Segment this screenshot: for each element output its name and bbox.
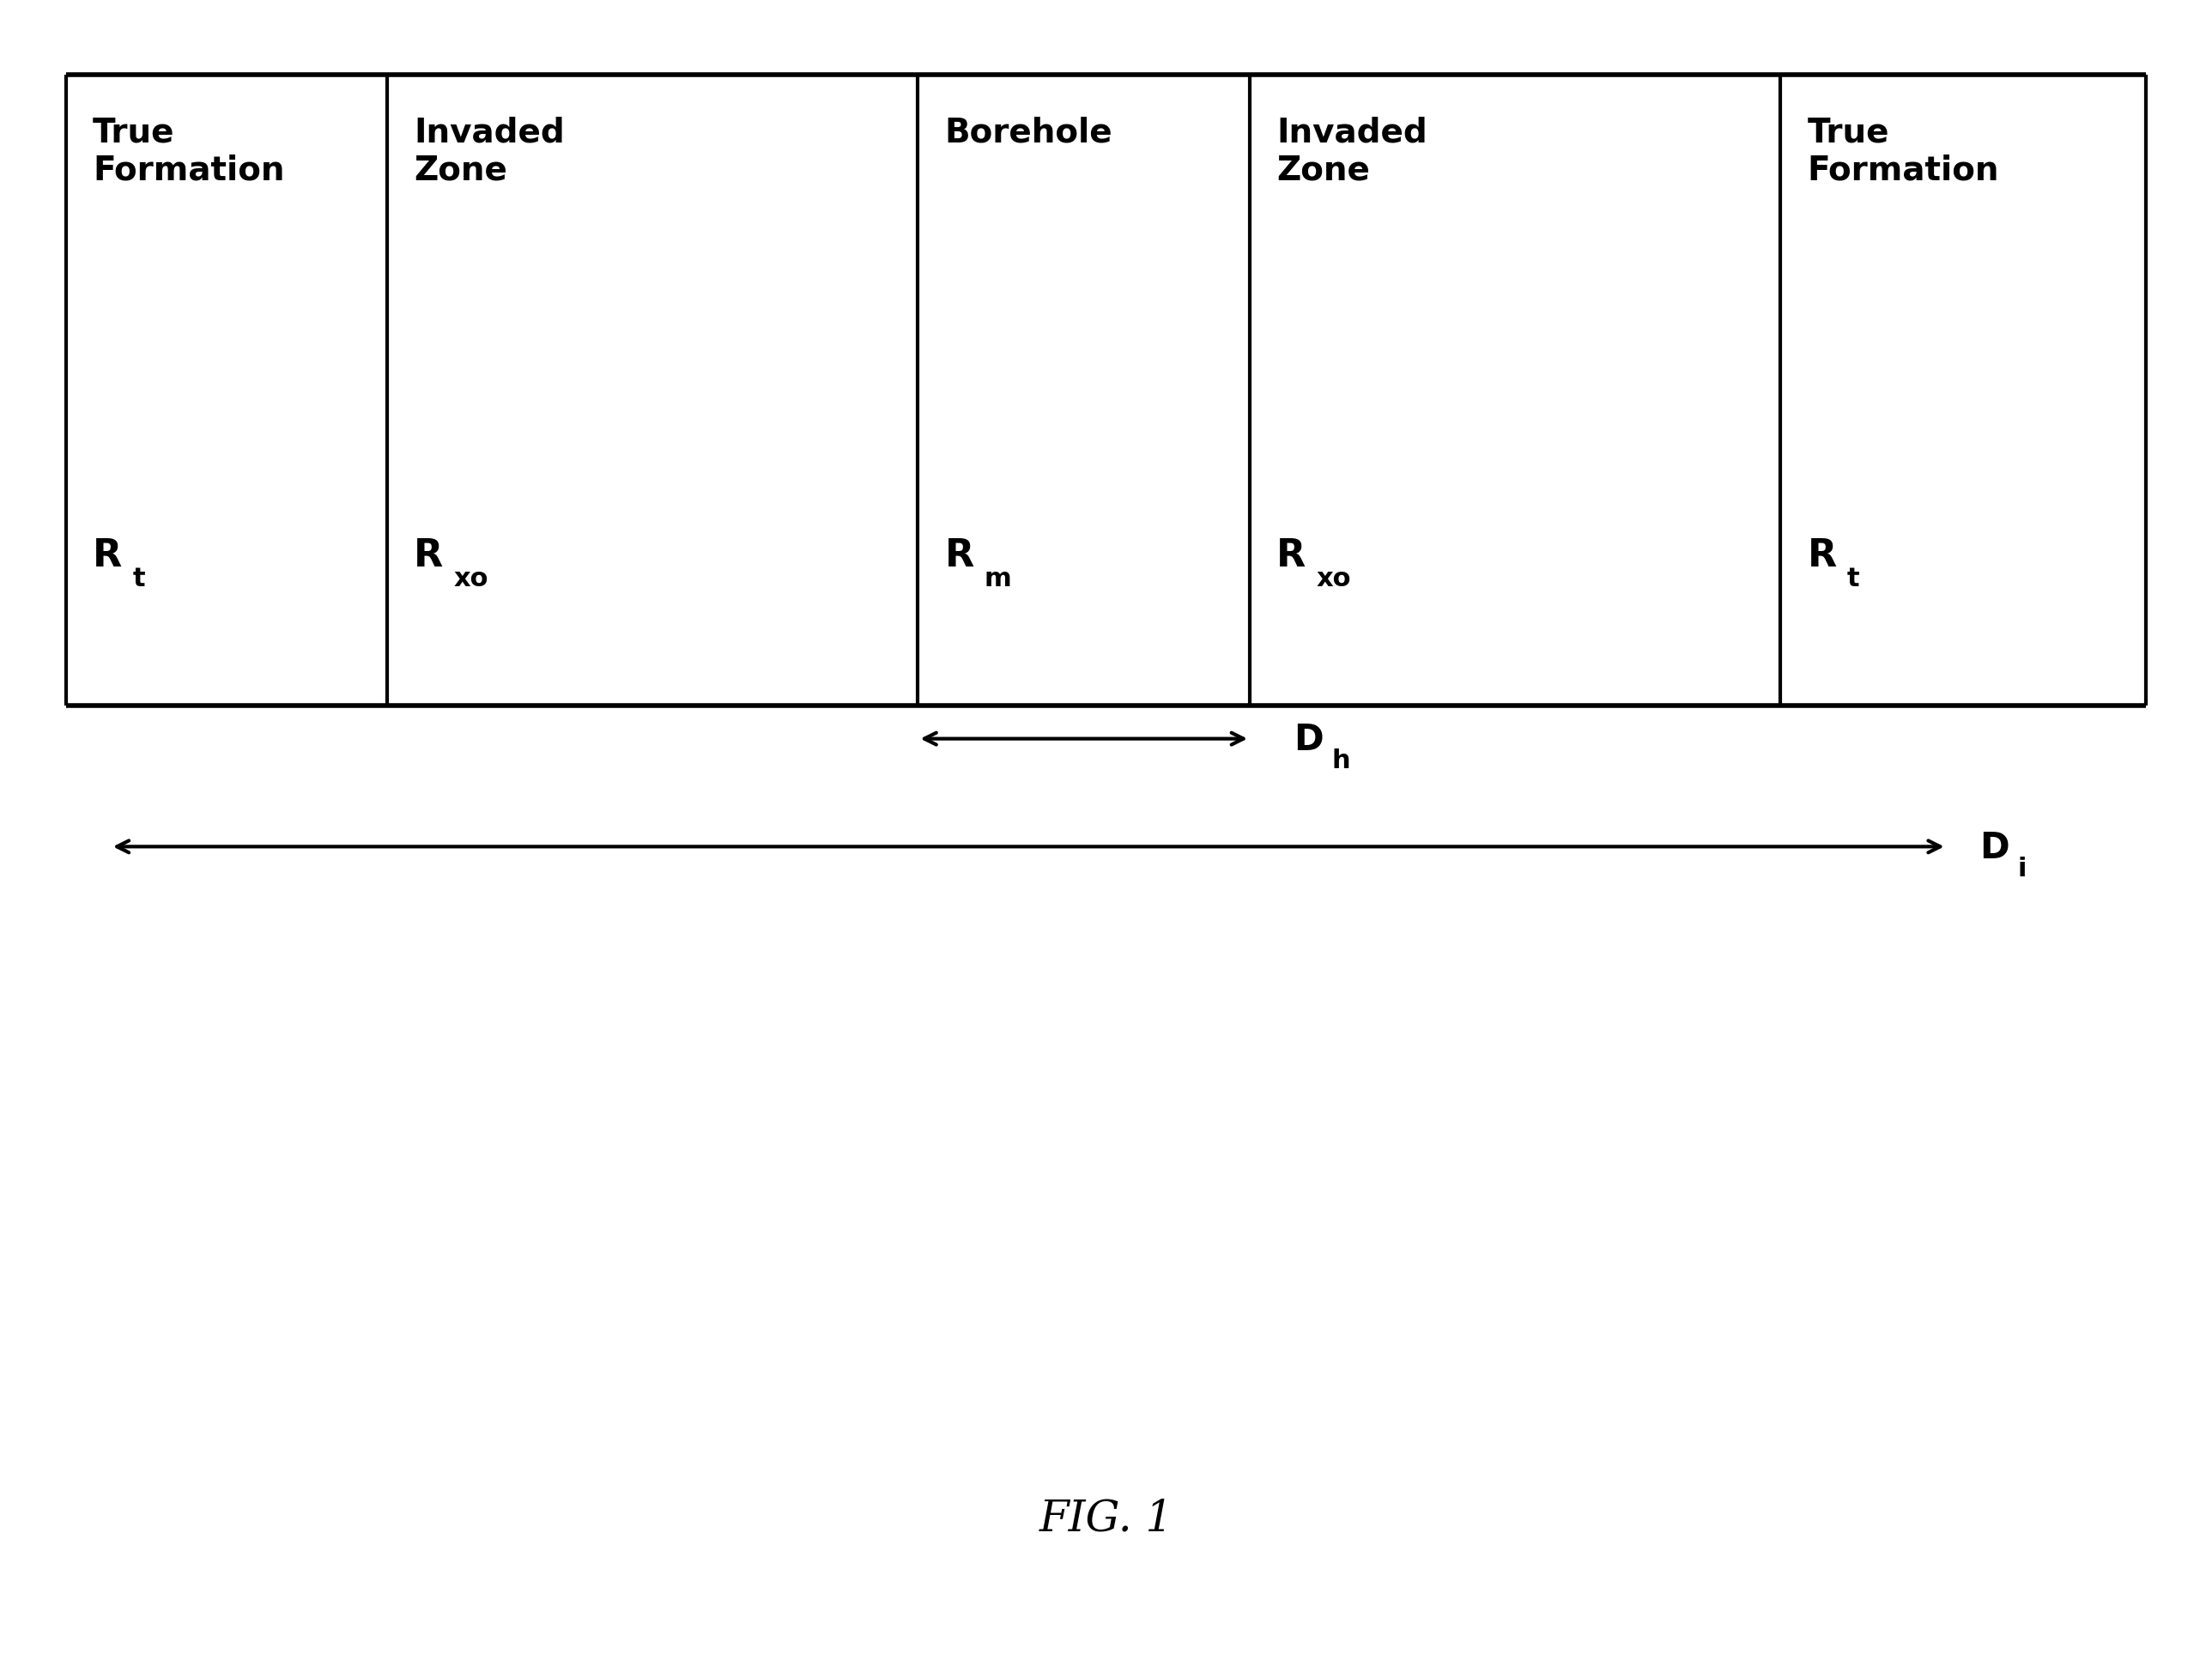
Text: m: m — [984, 568, 1011, 593]
Text: xo: xo — [1316, 568, 1352, 593]
Text: xo: xo — [453, 568, 489, 593]
Text: True
Formation: True Formation — [93, 116, 285, 186]
Text: t: t — [1847, 568, 1860, 593]
Text: FIG. 1: FIG. 1 — [1040, 1497, 1172, 1540]
Text: Invaded
Zone: Invaded Zone — [1276, 116, 1427, 186]
Text: R: R — [414, 538, 442, 574]
Text: t: t — [133, 568, 146, 593]
Text: i: i — [2017, 857, 2026, 881]
Text: Invaded
Zone: Invaded Zone — [414, 116, 564, 186]
Text: True
Formation: True Formation — [1807, 116, 2000, 186]
Text: R: R — [93, 538, 122, 574]
Text: Borehole: Borehole — [945, 116, 1113, 149]
Text: D: D — [1294, 722, 1323, 759]
Text: R: R — [1276, 538, 1305, 574]
Text: h: h — [1332, 749, 1349, 774]
Text: R: R — [945, 538, 973, 574]
Text: R: R — [1807, 538, 1836, 574]
Text: D: D — [1980, 830, 2008, 867]
